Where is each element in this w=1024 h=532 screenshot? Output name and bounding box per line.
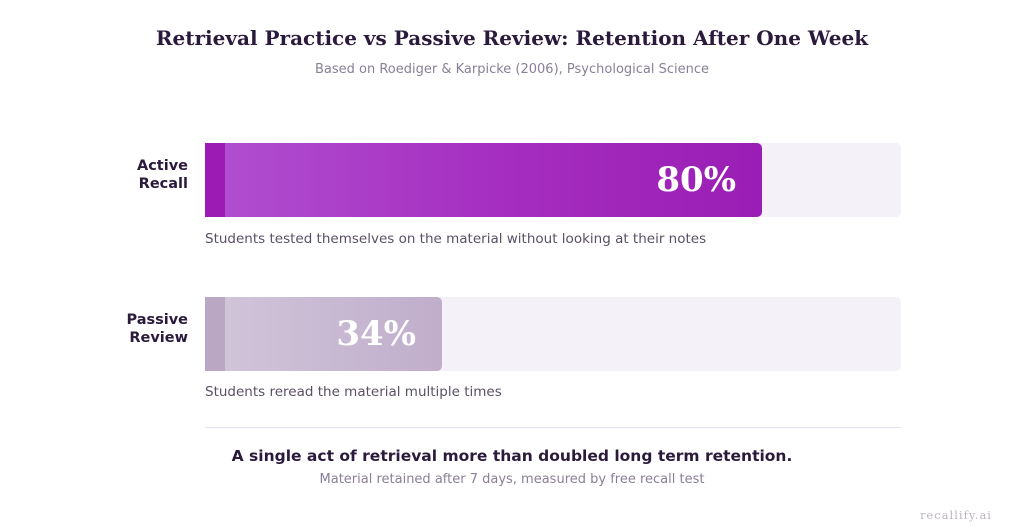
category-label-line: Recall xyxy=(138,176,188,192)
chart-title: Retrieval Practice vs Passive Review: Re… xyxy=(155,26,869,50)
bar-value-label: 80% xyxy=(656,160,736,200)
category-label-line: Passive xyxy=(126,312,188,328)
category-label-line: Review xyxy=(129,330,188,346)
footnote: Material retained after 7 days, measured… xyxy=(319,472,705,487)
bar-passive-review: 34% xyxy=(205,297,442,371)
bar-description-passive-review: Students reread the material multiple ti… xyxy=(205,384,502,400)
bar-edge xyxy=(205,297,225,371)
divider xyxy=(205,427,901,428)
key-takeaway: A single act of retrieval more than doub… xyxy=(231,447,793,465)
bar-edge xyxy=(205,143,225,217)
category-label-active-recall: Active Recall xyxy=(38,157,188,193)
bar-value-label: 34% xyxy=(336,314,416,354)
bar-active-recall: 80% xyxy=(205,143,762,217)
bar-description-active-recall: Students tested themselves on the materi… xyxy=(205,231,707,247)
chart-subtitle: Based on Roediger & Karpicke (2006), Psy… xyxy=(314,62,710,77)
watermark-logo: recallify.ai xyxy=(919,508,992,522)
category-label-passive-review: Passive Review xyxy=(38,311,188,347)
bar-track-active-recall: 80% xyxy=(205,143,901,217)
bar-track-passive-review: 34% xyxy=(205,297,901,371)
category-label-line: Active xyxy=(136,158,188,174)
